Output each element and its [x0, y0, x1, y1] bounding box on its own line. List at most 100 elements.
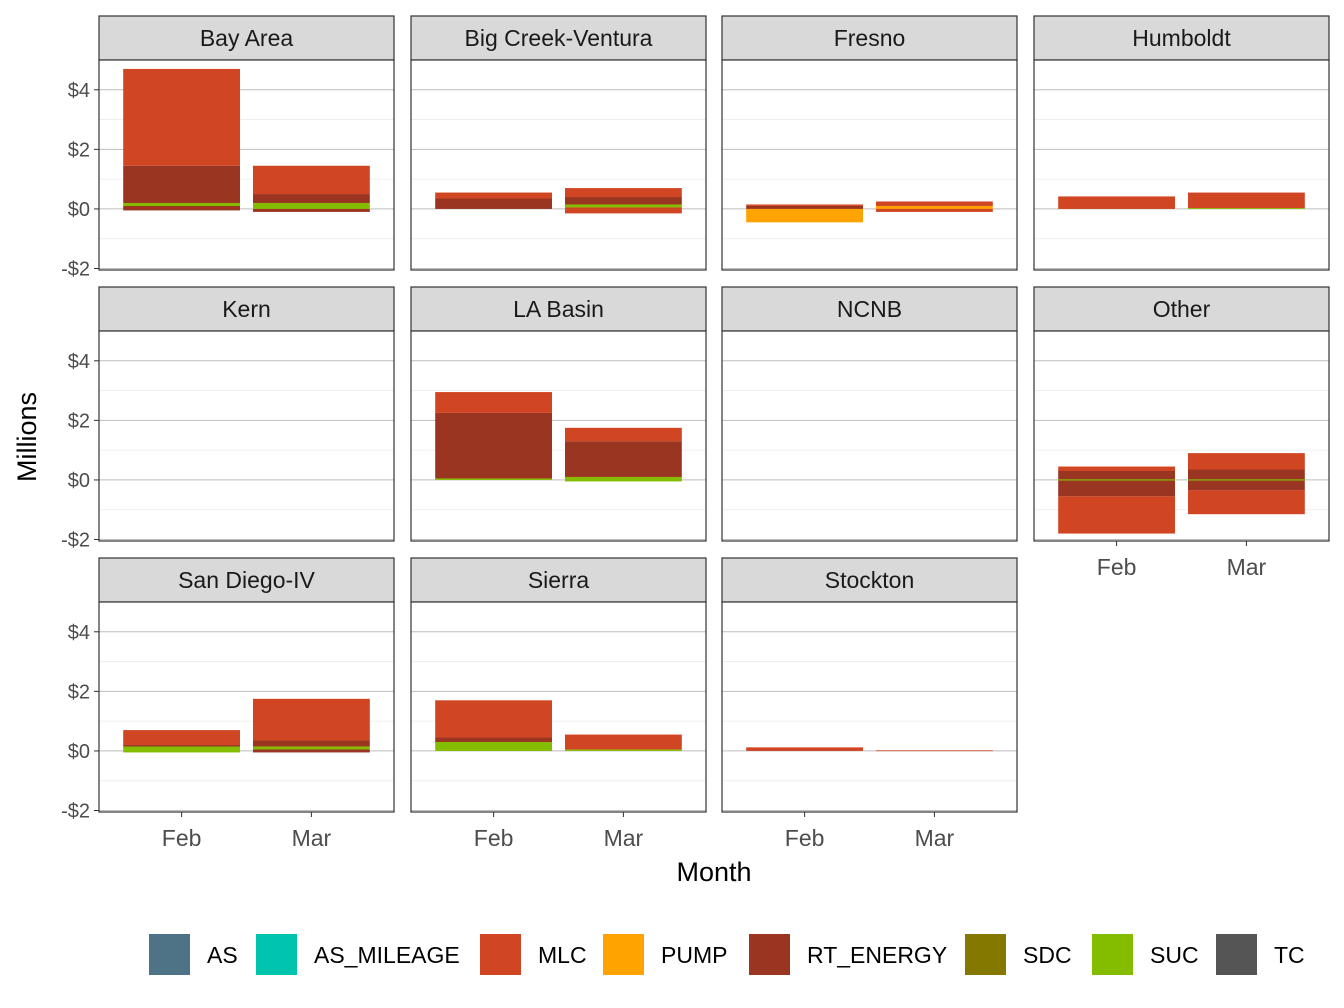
panel-border — [410, 59, 707, 271]
bar-segment-mlc — [746, 204, 864, 206]
facet-title: Humboldt — [1132, 25, 1231, 51]
y-tick-label: -$2 — [61, 530, 90, 552]
bar-segment-rt-energy — [1058, 471, 1176, 480]
bar-segment-rt-energy — [123, 165, 241, 203]
legend-label: MLC — [538, 942, 587, 968]
bar-segment-mlc — [252, 165, 370, 195]
plot-background — [1034, 60, 1329, 270]
bar-segment-suc — [252, 746, 370, 750]
y-tick-label: -$2 — [61, 259, 90, 281]
legend-item: AS — [149, 934, 238, 975]
panel-border — [98, 601, 395, 813]
x-tick-label: Mar — [915, 825, 955, 851]
bar-segment-pump — [875, 205, 993, 209]
facet-panel: Big Creek-Ventura — [410, 15, 707, 271]
legend-label: SDC — [1023, 942, 1072, 968]
legend-key — [480, 934, 521, 975]
bar-segment-rt-energy — [123, 205, 241, 211]
bar-segment-mlc — [875, 750, 993, 752]
bar-segment-suc — [564, 204, 682, 208]
y-tick-label: $0 — [68, 741, 90, 763]
bar-segment-suc — [1058, 479, 1176, 481]
legend-label: AS_MILEAGE — [314, 942, 460, 968]
legend-item: SDC — [965, 934, 1072, 975]
legend-key — [1092, 934, 1133, 975]
bar-segment-mlc — [564, 207, 682, 214]
facet-panel: Other Feb Mar — [1033, 286, 1330, 580]
bar-segment-rt-energy — [252, 194, 370, 203]
legend: AS AS_MILEAGE MLC PUMP RT_ENERGY SDC SUC TC — [149, 934, 1305, 975]
bar-segment-rt-energy — [435, 412, 553, 479]
facet-panel: LA Basin — [410, 286, 707, 542]
bar-segment-rt-energy — [746, 205, 864, 209]
legend-label: SUC — [1150, 942, 1199, 968]
x-tick-label: Mar — [292, 825, 332, 851]
bar-segment-mlc — [564, 427, 682, 442]
x-tick-label: Feb — [474, 825, 514, 851]
x-tick-label: Feb — [785, 825, 825, 851]
facet-panel: Humboldt — [1033, 15, 1330, 271]
bar-segment-mlc — [252, 698, 370, 741]
facet-strip — [721, 15, 1018, 61]
bar-segment-suc — [1187, 479, 1305, 481]
bar-segment-pump — [746, 208, 864, 223]
facet-title: Bay Area — [200, 25, 294, 51]
bar-segment-rt-energy — [123, 744, 241, 747]
bar-segment-rt-energy — [252, 740, 370, 747]
bar-segment-mlc — [564, 188, 682, 198]
facet-title: San Diego-IV — [178, 567, 315, 593]
legend-item: SUC — [1092, 934, 1199, 975]
x-tick-label: Feb — [1097, 554, 1137, 580]
facet-title: Stockton — [825, 567, 915, 593]
bar-segment-rt-energy — [252, 749, 370, 753]
facet-title: LA Basin — [513, 296, 604, 322]
bar-segment-rt-energy — [564, 197, 682, 205]
panel-border — [721, 59, 1018, 271]
legend-label: TC — [1274, 942, 1305, 968]
x-tick-label: Feb — [162, 825, 202, 851]
y-tick-label: $2 — [68, 681, 90, 703]
bar-segment-rt-energy — [252, 208, 370, 212]
facet-panel: Stockton Feb Mar — [721, 557, 1018, 851]
facet-panel: NCNB — [721, 286, 1018, 542]
y-tick-label: $4 — [68, 351, 90, 373]
panel-border — [98, 59, 395, 271]
facet-panel: San Diego-IV -$2 $0 $2 $4 Feb Mar — [61, 557, 395, 851]
panel-border — [1033, 59, 1330, 271]
bar-segment-suc — [123, 202, 241, 206]
panel-border — [721, 601, 1018, 813]
y-tick-label: $0 — [68, 199, 90, 221]
bar-segment-suc — [564, 749, 682, 751]
bar-segment-mlc — [1187, 453, 1305, 470]
plot-background — [722, 60, 1017, 270]
panel-border — [1033, 330, 1330, 542]
bar-segment-suc — [435, 478, 553, 480]
y-tick-label: $4 — [68, 622, 90, 644]
facet-panel: Kern -$2 $0 $2 $4 — [61, 286, 395, 552]
bar-segment-mlc — [746, 747, 864, 751]
facet-panel: Fresno — [721, 15, 1018, 271]
panel-border — [98, 330, 395, 542]
bar-segment-mlc — [1187, 490, 1305, 515]
facet-title: Big Creek-Ventura — [465, 25, 653, 51]
legend-key — [149, 934, 190, 975]
facet-strip — [721, 557, 1018, 603]
facet-strip — [721, 286, 1018, 332]
bar-segment-rt-energy — [1187, 479, 1305, 491]
facet-panel: Sierra Feb Mar — [410, 557, 707, 851]
legend-item: AS_MILEAGE — [256, 934, 460, 975]
plot-background — [411, 60, 706, 270]
facet-title: NCNB — [837, 296, 902, 322]
bar-segment-mlc — [435, 392, 553, 413]
legend-label: AS — [207, 942, 238, 968]
panel-border — [721, 330, 1018, 542]
bar-segment-suc — [123, 749, 241, 753]
facet-title: Kern — [222, 296, 271, 322]
legend-key — [965, 934, 1006, 975]
facet-strip — [410, 286, 707, 332]
y-axis-title: Millions — [12, 392, 42, 482]
y-tick-label: $4 — [68, 80, 90, 102]
bar-segment-mlc — [1058, 196, 1176, 209]
bar-segment-rt-energy — [564, 441, 682, 477]
